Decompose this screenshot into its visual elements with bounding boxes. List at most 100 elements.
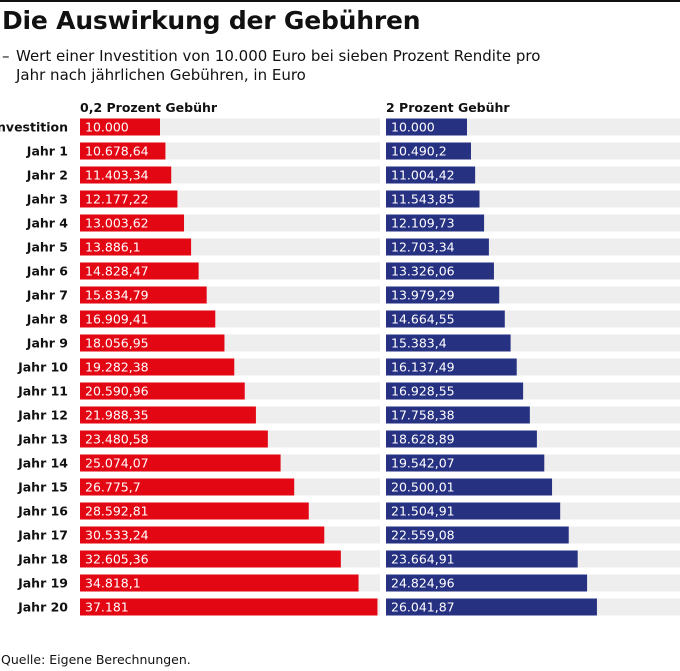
data-label: 34.818,1 (85, 576, 141, 591)
data-label: 32.605,36 (85, 552, 149, 567)
data-label: 14.828,47 (85, 264, 149, 279)
category-label: Jahr 14 (17, 456, 68, 471)
bar (386, 310, 505, 328)
category-label: Jahr 12 (17, 408, 68, 423)
data-label: 30.533,24 (85, 528, 149, 543)
bar (386, 430, 537, 448)
bar (80, 238, 192, 256)
bar (386, 550, 578, 568)
bar (80, 286, 207, 304)
bar (80, 430, 268, 448)
data-label: 14.664,55 (391, 312, 455, 327)
data-label: 20.500,01 (391, 480, 455, 495)
category-label: Jahr 3 (26, 192, 68, 207)
data-label: 15.834,79 (85, 288, 149, 303)
bar (80, 118, 160, 136)
data-label: 21.504,91 (391, 504, 455, 519)
bar (80, 502, 309, 520)
data-label: 13.886,1 (85, 240, 141, 255)
top-rule (0, 0, 680, 2)
data-label: 20.590,96 (85, 384, 149, 399)
data-label: 10.000 (391, 120, 435, 135)
bar (80, 382, 245, 400)
bar (80, 166, 172, 184)
bar (80, 358, 235, 376)
data-label: 15.383,4 (391, 336, 447, 351)
bar (80, 214, 185, 232)
bar (386, 142, 471, 160)
data-label: 11.543,85 (391, 192, 455, 207)
category-label: Jahr 1 (26, 144, 68, 159)
data-label: 19.542,07 (391, 456, 455, 471)
bar (80, 406, 256, 424)
bar (386, 214, 485, 232)
bar (386, 118, 467, 136)
data-label: 26.041,87 (391, 600, 455, 615)
bar (386, 598, 597, 616)
data-label: 10.490,2 (391, 144, 447, 159)
bar (386, 262, 494, 280)
data-label: 12.703,34 (391, 240, 455, 255)
bar (80, 526, 325, 544)
data-label: 21.988,35 (85, 408, 149, 423)
category-label: Jahr 13 (17, 432, 68, 447)
bar (386, 526, 569, 544)
bar (80, 334, 225, 352)
data-label: 19.282,38 (85, 360, 149, 375)
category-label: Jahr 17 (17, 528, 68, 543)
bar (386, 382, 524, 400)
category-label: Jahr 19 (17, 576, 68, 591)
series-header-low-fee: 0,2 Prozent Gebühr (80, 100, 218, 115)
bar (80, 454, 281, 472)
data-label: 13.979,29 (391, 288, 455, 303)
data-label: 11.403,34 (85, 168, 149, 183)
bar (386, 286, 500, 304)
bar (80, 310, 216, 328)
data-label: 10.678,64 (85, 144, 149, 159)
subtitle-text: Wert einer Investition von 10.000 Euro b… (16, 47, 541, 84)
category-label: Jahr 11 (17, 384, 68, 399)
bar (80, 262, 199, 280)
category-label: Investition (0, 120, 68, 135)
category-label: Jahr 20 (17, 600, 68, 615)
bar (80, 598, 378, 616)
chart-title: Die Auswirkung der Gebühren (2, 6, 421, 35)
data-label: 28.592,81 (85, 504, 149, 519)
data-label: 12.177,22 (85, 192, 149, 207)
category-label: Jahr 18 (17, 552, 68, 567)
bar (80, 574, 359, 592)
category-label: Jahr 15 (17, 480, 68, 495)
data-label: 18.628,89 (391, 432, 455, 447)
data-label: 17.758,38 (391, 408, 455, 423)
bar (386, 502, 561, 520)
category-label: Jahr 9 (26, 336, 68, 351)
category-label: Jahr 10 (17, 360, 68, 375)
category-label: Jahr 4 (26, 216, 69, 231)
data-label: 16.909,41 (85, 312, 149, 327)
bar (386, 358, 517, 376)
source-note: Quelle: Eigene Berechnungen. (1, 652, 191, 667)
bar (80, 190, 178, 208)
data-label: 25.074,07 (85, 456, 149, 471)
bar (80, 478, 295, 496)
bar (386, 190, 480, 208)
chart-subtitle: – Wert einer Investition von 10.000 Euro… (2, 47, 562, 85)
bar (386, 454, 545, 472)
bar (386, 334, 511, 352)
bar (80, 550, 341, 568)
data-label: 23.664,91 (391, 552, 455, 567)
bar (386, 238, 489, 256)
bar (80, 142, 166, 160)
data-label: 16.928,55 (391, 384, 455, 399)
series-header-high-fee: 2 Prozent Gebühr (386, 100, 510, 115)
data-label: 26.775,7 (85, 480, 141, 495)
bar (386, 478, 553, 496)
category-label: Jahr 8 (26, 312, 68, 327)
data-label: 13.003,62 (85, 216, 149, 231)
data-label: 12.109,73 (391, 216, 455, 231)
data-label: 37.181 (85, 600, 129, 615)
category-label: Jahr 5 (26, 240, 68, 255)
bar (386, 406, 530, 424)
data-label: 13.326,06 (391, 264, 455, 279)
data-label: 18.056,95 (85, 336, 149, 351)
